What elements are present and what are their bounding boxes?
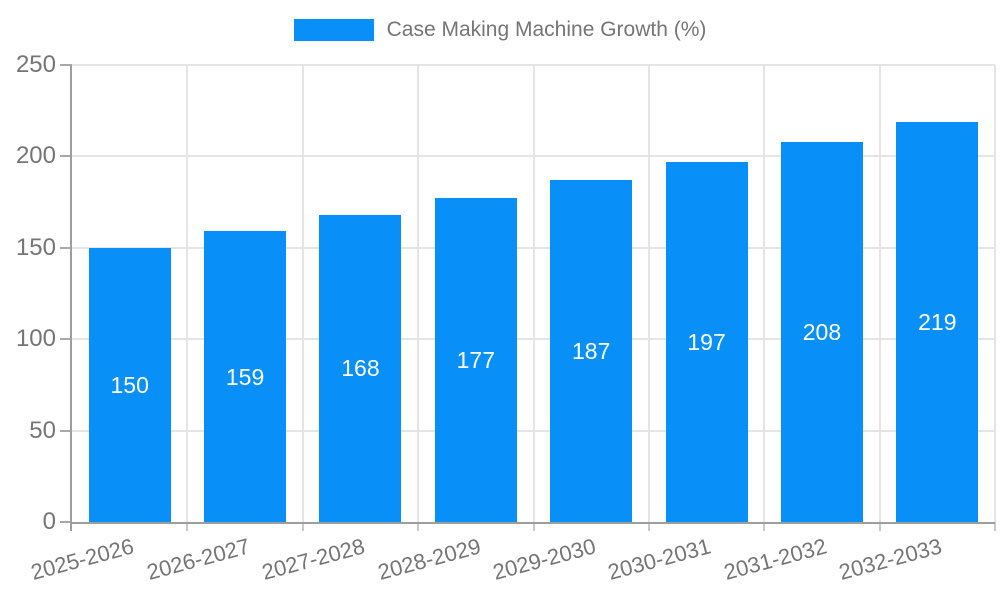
y-axis-tick-label: 250: [15, 51, 56, 78]
bar-2029-2030[interactable]: [550, 180, 633, 522]
x-gridline: [647, 65, 650, 522]
y-axis-tick-label: 50: [29, 416, 56, 444]
x-gridline: [763, 65, 766, 522]
x-axis-tick: [532, 522, 535, 531]
bar-2026-2027[interactable]: [204, 231, 287, 522]
y-axis-tick-label: 200: [15, 142, 56, 170]
x-gridline: [301, 65, 304, 522]
x-gridline: [186, 65, 189, 522]
x-axis-tick: [763, 522, 766, 531]
chart-legend[interactable]: Case Making Machine Growth (%): [0, 18, 1000, 42]
x-gridline: [417, 65, 420, 522]
x-axis-tick: [417, 522, 420, 531]
x-axis-line: [70, 522, 995, 524]
x-axis-tick-label: 2028-2029: [374, 533, 483, 585]
bar-2032-2033[interactable]: [896, 121, 979, 522]
x-gridline: [994, 65, 996, 522]
x-axis-tick-label: 2025-2026: [28, 533, 137, 585]
bar-value-label: 197: [687, 328, 726, 355]
x-axis-tick: [994, 522, 996, 531]
bar-2028-2029[interactable]: [434, 198, 517, 522]
x-axis-tick: [647, 522, 650, 531]
x-axis-tick-label: 2030-2031: [605, 533, 714, 585]
x-axis-tick-label: 2029-2030: [490, 533, 599, 585]
bar-2030-2031[interactable]: [665, 161, 748, 522]
y-axis-tick: [60, 155, 72, 158]
x-axis-tick-label: 2026-2027: [144, 533, 253, 585]
x-axis-tick: [301, 522, 304, 531]
bar-value-label: 159: [225, 363, 265, 390]
bar-2031-2032[interactable]: [780, 141, 863, 522]
y-axis-line: [70, 65, 72, 531]
bar-value-label: 187: [572, 338, 611, 365]
y-axis-tick: [60, 246, 72, 249]
bar-value-label: 177: [456, 347, 495, 374]
y-axis-tick-label: 0: [42, 508, 56, 535]
x-axis-tick-label: 2032-2033: [836, 533, 945, 585]
bar-value-label: 208: [802, 318, 842, 345]
y-axis-tick-label: 150: [15, 233, 56, 261]
x-axis-tick: [878, 522, 881, 531]
legend-swatch: [293, 19, 374, 41]
y-axis-tick: [60, 429, 72, 432]
bar-value-label: 168: [341, 355, 380, 382]
y-axis-tick: [60, 521, 72, 523]
x-axis-tick-label: 2031-2032: [720, 533, 830, 585]
bar-value-label: 150: [110, 371, 149, 398]
x-gridline: [878, 65, 881, 522]
x-axis-tick-label: 2027-2028: [259, 533, 368, 585]
bar-value-label: 219: [918, 308, 957, 335]
y-axis-tick: [60, 338, 72, 341]
y-axis-tick: [60, 64, 72, 66]
legend-label: Case Making Machine Growth (%): [386, 18, 707, 41]
x-gridline: [532, 65, 535, 522]
y-axis-tick-label: 100: [15, 325, 56, 353]
bar-2027-2028[interactable]: [319, 214, 402, 522]
bar-2025-2026[interactable]: [88, 247, 171, 522]
x-axis-tick: [186, 522, 189, 531]
